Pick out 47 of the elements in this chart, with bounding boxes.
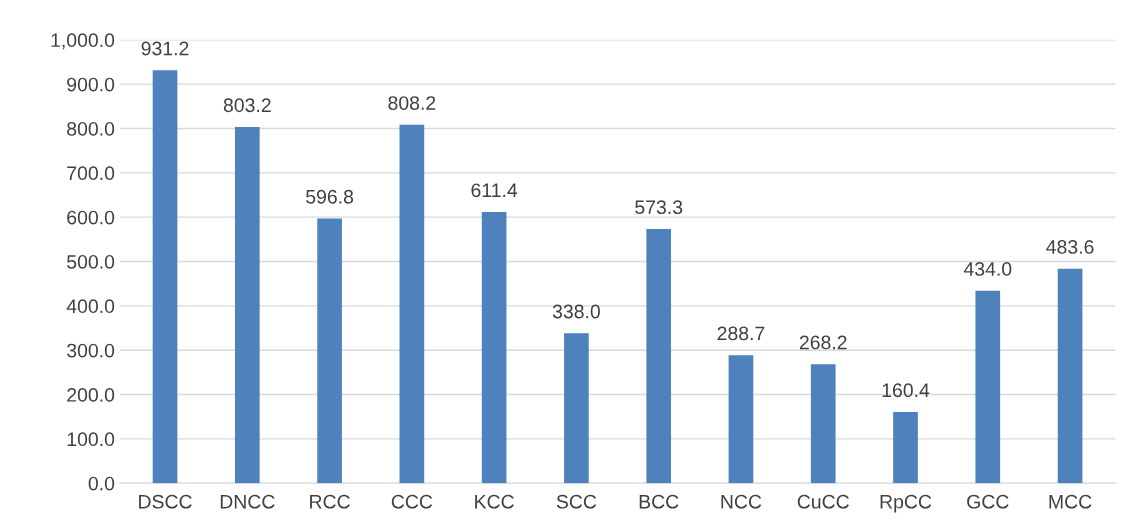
y-tick-label: 300.0 — [67, 343, 115, 358]
y-tick-label: 100.0 — [67, 432, 115, 447]
data-label: 931.2 — [141, 41, 189, 56]
y-tick-label: 600.0 — [67, 210, 115, 225]
bar — [646, 229, 672, 484]
x-tick-label: CCC — [391, 494, 433, 509]
x-tick-label: GCC — [967, 494, 1009, 509]
data-label: 483.6 — [1046, 240, 1094, 254]
x-tick-label: NCC — [721, 494, 762, 509]
x-tick-label: RpCC — [880, 494, 932, 513]
bar — [893, 412, 918, 484]
x-tick-label: KCC — [475, 494, 514, 509]
bar — [317, 218, 342, 484]
data-label: 803.2 — [223, 98, 271, 113]
data-label: 596.8 — [306, 189, 354, 204]
y-tick-label: 700.0 — [67, 166, 115, 181]
y-tick-label: 1,000.0 — [51, 33, 115, 50]
x-tick-label: SCC — [556, 494, 597, 509]
x-tick-label: DSCC — [139, 494, 192, 509]
x-tick-label: MCC — [1049, 494, 1092, 509]
y-tick-label: 800.0 — [67, 121, 115, 136]
y-tick-label: 0.0 — [88, 476, 115, 491]
x-tick-label: DNCC — [220, 494, 275, 509]
data-label: 808.2 — [388, 96, 436, 110]
data-label: 434.0 — [963, 262, 1012, 276]
data-label: 573.3 — [635, 200, 683, 215]
data-label: 288.7 — [717, 326, 765, 341]
x-tick-label: BCC — [639, 494, 679, 509]
x-tick-label: CuCC — [797, 494, 849, 509]
bar — [728, 355, 754, 484]
data-label: 268.2 — [799, 335, 847, 350]
bar — [481, 212, 507, 484]
y-tick-label: 200.0 — [67, 388, 115, 402]
bar — [234, 127, 260, 484]
data-label: 611.4 — [471, 183, 518, 198]
y-tick-label: 400.0 — [66, 299, 115, 314]
bar — [810, 364, 836, 484]
bar — [1057, 268, 1083, 484]
data-label: 338.0 — [552, 304, 600, 319]
data-label: 160.4 — [882, 383, 930, 398]
bar — [564, 333, 589, 484]
bar — [975, 290, 1001, 484]
y-tick-label: 500.0 — [67, 254, 115, 269]
bar — [152, 70, 178, 484]
bar — [399, 124, 425, 484]
y-tick-label: 900.0 — [67, 77, 115, 92]
x-tick-label: RCC — [310, 494, 350, 509]
